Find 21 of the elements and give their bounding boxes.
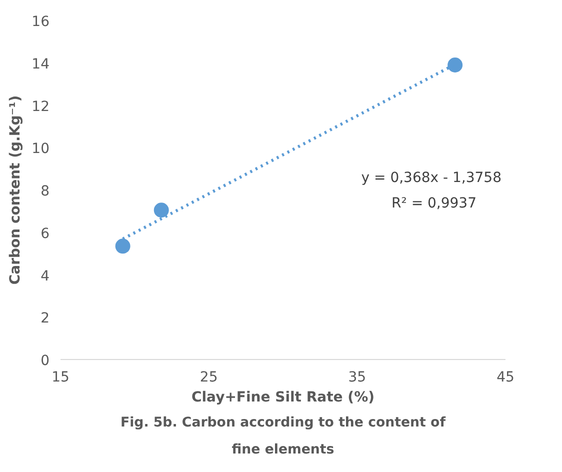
- annotation: R² = 0,9937: [392, 196, 477, 212]
- y-tick-label: 2: [40, 310, 50, 327]
- x-tick-label: 35: [348, 370, 366, 386]
- y-axis-title: Carbon content (g.Kg⁻¹): [8, 95, 24, 285]
- y-tick-label: 16: [32, 14, 50, 30]
- y-tick-label: 0: [40, 353, 50, 369]
- y-tick-label: 10: [32, 141, 50, 158]
- x-tick-label: 25: [200, 370, 218, 386]
- y-tick-label: 6: [40, 226, 50, 242]
- y-tick-label: 8: [40, 184, 50, 200]
- y-tick-label: 14: [32, 56, 50, 72]
- y-tick-label: 12: [32, 98, 50, 115]
- annotation: y = 0,368x - 1,3758: [361, 170, 502, 186]
- caption: Fig. 5b. Carbon according to the content of fine elements: [120, 416, 446, 458]
- x-tick-label: 15: [52, 370, 70, 386]
- point: [115, 238, 130, 254]
- y-tick-label: 4: [40, 268, 50, 284]
- point: [448, 58, 463, 72]
- point: [154, 202, 169, 218]
- x-axis-title: Clay+Fine Silt Rate (%): [192, 390, 375, 406]
- x-tick-label: 45: [496, 370, 514, 386]
